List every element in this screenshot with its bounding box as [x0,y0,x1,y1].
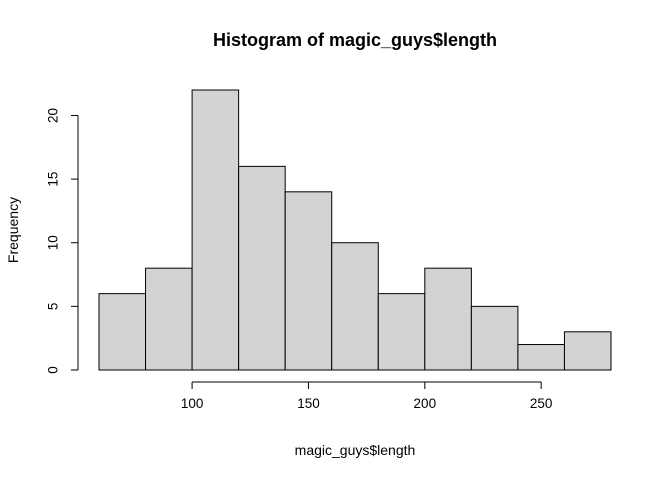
y-axis-label: Frequency [5,197,21,263]
y-axis: 0 5 10 15 20 [46,108,79,374]
histogram-bar-6 [377,293,426,371]
x-axis: 100 150 200 250 [181,381,553,411]
histogram-bar-1 [145,267,193,371]
histogram-bar-5 [331,242,379,371]
histogram-bar-3 [238,165,286,371]
bars-group [98,89,612,371]
histogram-bar-10 [563,331,612,371]
y-tick-label-0: 0 [46,366,61,374]
x-tick-label-1: 150 [297,396,320,411]
histogram-bar-0 [98,293,147,371]
x-tick-label-0: 100 [181,396,204,411]
histogram-bar-4 [284,191,333,371]
y-tick-label-4: 20 [46,108,61,123]
y-tick-label-3: 15 [46,172,61,187]
x-axis-label: magic_guys$length [295,442,416,458]
histogram-bar-7 [424,267,472,371]
histogram-bar-2 [191,89,240,371]
chart-title: Histogram of magic_guys$length [213,30,497,50]
x-tick-label-2: 200 [414,396,437,411]
y-tick-label-2: 10 [46,235,61,250]
histogram-bar-9 [517,344,565,371]
y-tick-label-1: 5 [46,303,61,311]
histogram-bar-8 [470,305,519,371]
x-tick-label-3: 250 [530,396,553,411]
